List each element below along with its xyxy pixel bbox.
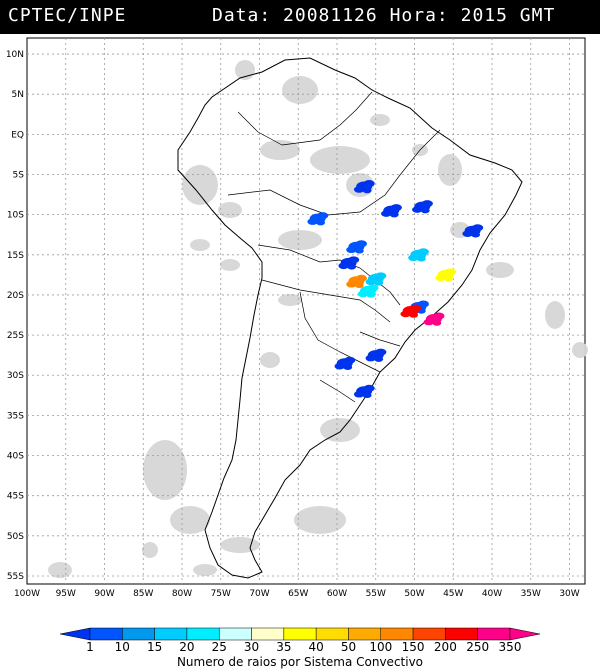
graticule <box>27 38 585 584</box>
lon-label: 80W <box>172 589 192 599</box>
lat-label: 5S <box>13 171 25 181</box>
lat-label: 40S <box>7 452 24 462</box>
sc-tocantins <box>408 248 429 262</box>
lat-label: 50S <box>7 532 24 542</box>
lon-label: 35W <box>521 589 541 599</box>
sc-amazon-east <box>353 180 375 194</box>
lon-label: 95W <box>56 589 76 599</box>
lon-label: 85W <box>133 589 153 599</box>
lat-label: 5N <box>12 90 24 100</box>
legend-cell <box>218 627 252 641</box>
header-bar: CPTEC/INPE Data: 20081126 Hora: 2015 GMT <box>0 0 600 34</box>
cloud-cover-layer <box>48 60 588 578</box>
lon-label: 90W <box>94 589 114 599</box>
legend-tick: 200 <box>434 640 457 654</box>
longitude-labels: 100W 95W 90W 85W 80W 75W 70W 65W 60W 55W 50W 45W 40W… <box>14 589 580 599</box>
lon-label: 65W <box>288 589 308 599</box>
timestamp: Data: 20081126 Hora: 2015 GMT <box>212 5 555 26</box>
lon-label: 75W <box>211 589 231 599</box>
sc-corrientes <box>334 356 356 370</box>
legend-cell <box>122 627 155 641</box>
lat-label: 55S <box>7 572 24 582</box>
legend-cell <box>477 627 511 641</box>
sc-sp-east <box>400 304 422 318</box>
lon-label: 30W <box>559 589 579 599</box>
legend-tick-labels: 1 10 15 20 25 30 35 40 50 100 150 200 250 350 <box>86 640 521 654</box>
lon-label: 100W <box>14 589 40 599</box>
sc-maranhao <box>412 200 433 214</box>
lon-label: 50W <box>404 589 424 599</box>
legend-tick: 150 <box>402 640 425 654</box>
sc-mt-south <box>338 256 360 270</box>
legend-cell <box>445 627 478 641</box>
sc-minas-east <box>435 268 457 282</box>
hora-label: Hora: <box>389 5 449 26</box>
sc-bahia-north <box>462 224 484 238</box>
legend-tick: 50 <box>341 640 356 654</box>
lightning-map: 10N5NEQ5S10S15S20S25S30S35S40S45S50S55S … <box>6 37 588 599</box>
sc-uruguay <box>353 384 375 399</box>
legend-tick: 15 <box>147 640 162 654</box>
latitude-labels: 10N 5N EQ 5S 10S 15S 20S 25S 30S 35S 40S 45S 50S 55S <box>6 50 24 582</box>
legend-tick: 100 <box>369 640 392 654</box>
lat-label: 10N <box>6 50 24 60</box>
lat-label: 25S <box>7 331 24 341</box>
legend-tick: 40 <box>309 640 324 654</box>
legend-tick: 1 <box>86 640 94 654</box>
sc-goias-west <box>346 240 367 254</box>
lat-label: 15S <box>7 251 24 261</box>
country-borders <box>227 91 441 403</box>
legend-cell <box>283 627 317 641</box>
legend-tick: 25 <box>212 640 227 654</box>
date-value: 20081126 <box>283 5 378 26</box>
lon-label: 55W <box>366 589 386 599</box>
sc-ms-center <box>357 284 379 298</box>
legend-cell <box>251 627 285 641</box>
date-label: Data: <box>212 5 272 26</box>
lat-label: 35S <box>7 411 24 421</box>
legend-tick: 250 <box>466 640 489 654</box>
legend-tick: 10 <box>115 640 130 654</box>
legend-cell <box>380 627 414 641</box>
sc-ms-west <box>346 274 367 289</box>
legend-cell <box>412 627 446 641</box>
legend-caption: Numero de raios por Sistema Convectivo <box>176 655 424 669</box>
legend-colorbar: 1 10 15 20 25 30 35 40 50 100 150 200 250 350 <box>59 627 541 654</box>
sc-para-south <box>381 204 402 218</box>
coastline <box>177 57 523 579</box>
sc-sao-paulo <box>423 312 445 326</box>
legend-cell-right-arrow <box>509 627 541 641</box>
sc-ms-north <box>365 272 387 286</box>
lon-label: 40W <box>482 589 502 599</box>
legend-cell <box>186 627 220 641</box>
legend-cell <box>315 627 349 641</box>
lon-label: 60W <box>327 589 347 599</box>
legend-cell <box>89 627 123 641</box>
legend-cell-left-arrow <box>59 627 91 641</box>
lat-label: EQ <box>11 130 24 140</box>
lon-label: 70W <box>249 589 269 599</box>
time-value: 2015 GMT <box>460 5 556 26</box>
sc-mato-grosso <box>307 212 329 226</box>
legend-tick: 350 <box>499 640 522 654</box>
source-label: CPTEC/INPE <box>8 5 127 26</box>
legend-cell <box>348 627 382 641</box>
legend-cells <box>59 627 541 641</box>
sc-parana <box>365 348 387 362</box>
legend-tick: 35 <box>276 640 291 654</box>
lon-label: 45W <box>443 589 463 599</box>
lat-label: 45S <box>7 492 24 502</box>
lat-label: 10S <box>7 211 24 221</box>
legend-tick: 30 <box>244 640 259 654</box>
lat-label: 20S <box>7 291 24 301</box>
convective-systems <box>307 180 484 399</box>
lat-label: 30S <box>7 371 24 381</box>
legend-cell <box>154 627 188 641</box>
legend-tick: 20 <box>179 640 194 654</box>
map-frame <box>26 37 586 585</box>
